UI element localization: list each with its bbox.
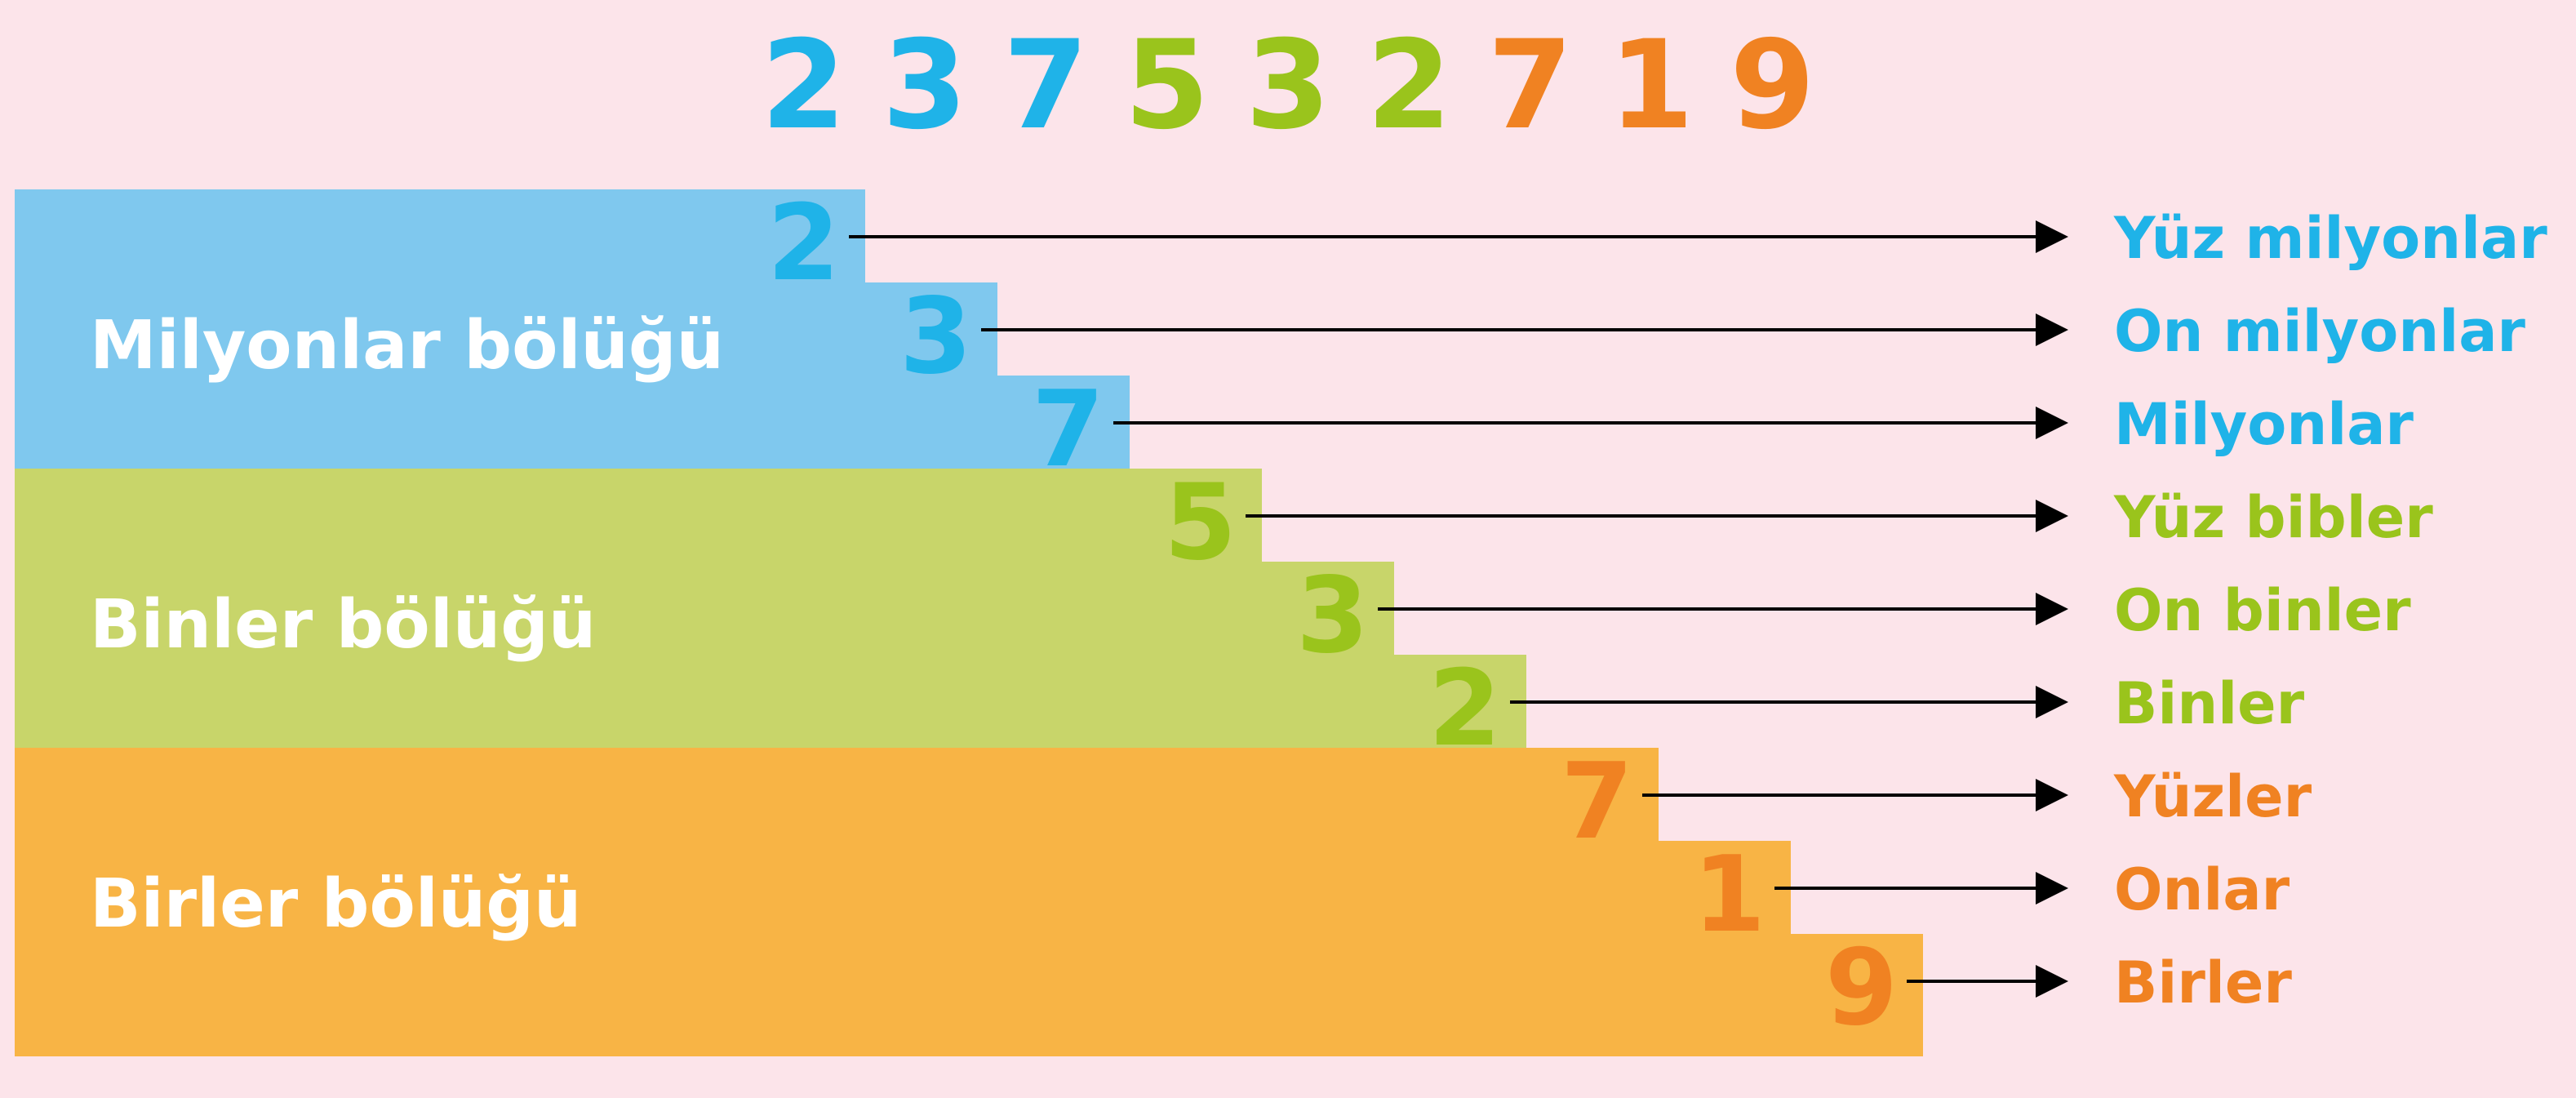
- place-digit: 3: [1296, 555, 1369, 677]
- group-label: Milyonlar bölüğü: [90, 307, 724, 385]
- top-digit: 3: [1245, 15, 1331, 157]
- place-name: Birler: [2114, 949, 2292, 1016]
- group-band: [15, 748, 1923, 1056]
- top-digit: 2: [1366, 15, 1452, 157]
- top-digit: 3: [882, 15, 968, 157]
- place-digit: 2: [1428, 648, 1501, 770]
- top-digit: 5: [1124, 15, 1210, 157]
- group-label: Birler bölüğü: [90, 865, 581, 943]
- place-digit: 5: [1164, 462, 1237, 584]
- top-digit: 2: [761, 15, 846, 157]
- place-name: On milyonlar: [2114, 298, 2525, 365]
- place-digit: 2: [767, 183, 840, 305]
- place-name: Yüz bibler: [2113, 484, 2433, 551]
- place-digit: 9: [1825, 927, 1898, 1049]
- place-name: Yüzler: [2113, 763, 2312, 830]
- top-digit: 9: [1730, 15, 1815, 157]
- group-band: [15, 189, 1130, 498]
- place-digit: 7: [1561, 741, 1633, 863]
- place-digit: 7: [1032, 369, 1104, 491]
- group-band: [15, 469, 1526, 777]
- group-label: Binler bölüğü: [90, 586, 596, 664]
- top-digit: 7: [1003, 15, 1089, 157]
- place-digit: 3: [899, 276, 972, 398]
- place-name: Yüz milyonlar: [2113, 205, 2547, 272]
- top-digit: 7: [1487, 15, 1573, 157]
- place-name: On binler: [2114, 577, 2411, 644]
- place-name: Binler: [2114, 670, 2305, 737]
- place-name: Milyonlar: [2114, 391, 2414, 458]
- top-digit: 1: [1608, 15, 1694, 157]
- place-name: Onlar: [2114, 856, 2290, 923]
- place-digit: 1: [1693, 834, 1765, 956]
